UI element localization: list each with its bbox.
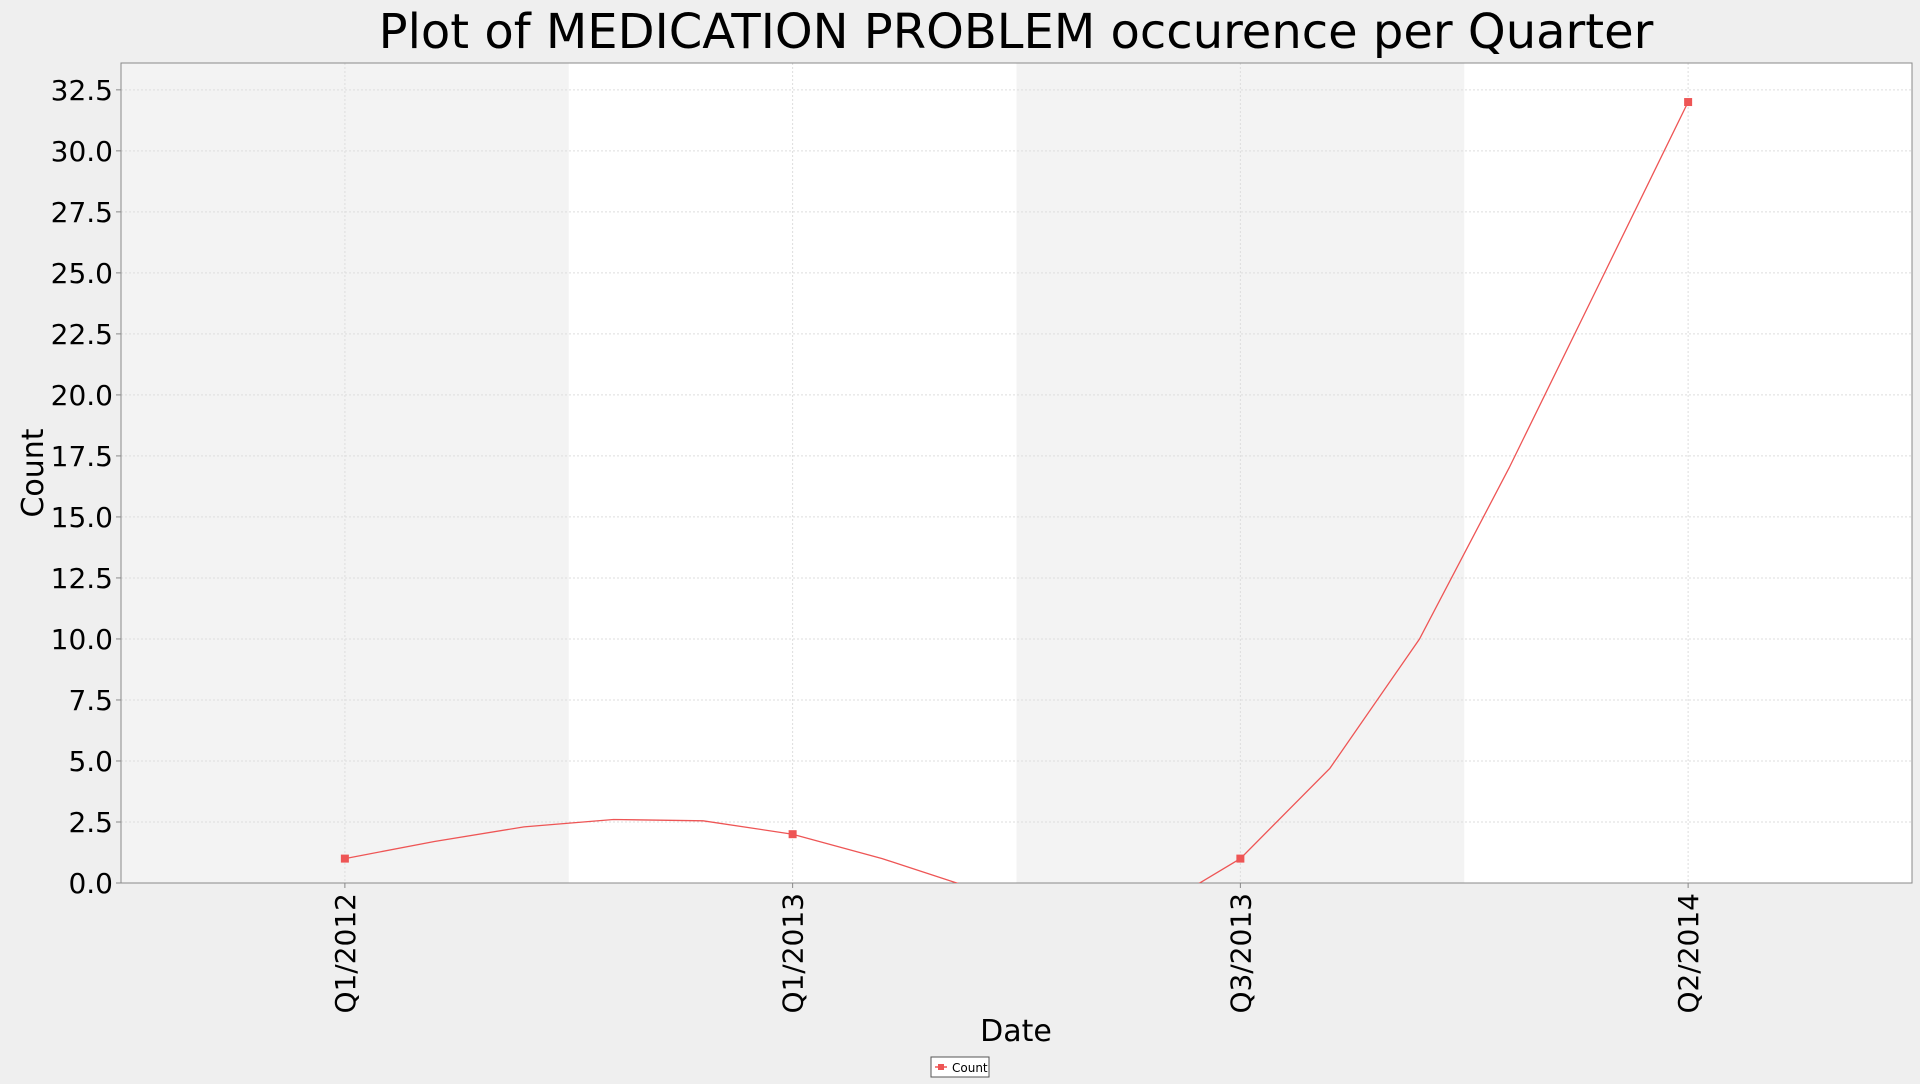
y-tick-label: 17.5 <box>51 440 113 473</box>
data-point-marker <box>788 830 797 839</box>
data-point-marker <box>340 854 349 863</box>
data-point-marker <box>1684 98 1693 107</box>
x-tick-label: Q2/2014 <box>1672 893 1705 1014</box>
y-tick-label: 5.0 <box>68 745 113 778</box>
y-tick-label: 25.0 <box>51 257 113 290</box>
legend-box <box>930 1056 990 1078</box>
y-tick-label: 30.0 <box>51 135 113 168</box>
y-tick-label: 12.5 <box>51 562 113 595</box>
legend-marker-swatch <box>938 1064 944 1070</box>
y-tick-label: 7.5 <box>68 684 113 717</box>
series-line <box>344 101 1689 883</box>
y-axis-label: Count <box>16 428 51 517</box>
legend-label: Count <box>952 1061 988 1075</box>
series-layer <box>340 98 1693 883</box>
plot-frame <box>120 62 1913 884</box>
y-tick-label: 2.5 <box>68 806 113 839</box>
y-tick-label: 10.0 <box>51 623 113 656</box>
y-tick-label: 20.0 <box>51 379 113 412</box>
y-tick-label: 0.0 <box>68 867 113 900</box>
y-tick-label: 32.5 <box>51 74 113 107</box>
gridlines <box>121 63 1912 884</box>
y-tick-label: 22.5 <box>51 318 113 351</box>
x-axis-label: Date <box>980 1014 1052 1049</box>
y-tick-label: 27.5 <box>51 196 113 229</box>
x-tick-label: Q1/2013 <box>777 893 810 1014</box>
data-point-marker <box>1236 854 1245 863</box>
x-tick-label: Q1/2012 <box>329 893 362 1014</box>
x-tick-label: Q3/2013 <box>1224 893 1257 1014</box>
chart-title: Plot of MEDICATION PROBLEM occurence per… <box>379 4 1654 60</box>
legend: Count <box>930 1056 990 1078</box>
y-tick-label: 15.0 <box>51 501 113 534</box>
y-axis-ticks: 0.0 2.5 5.0 7.5 10.0 12.5 15.0 17.5 20.0 22.5 25.0… <box>51 74 121 900</box>
background-bands <box>121 63 1912 883</box>
x-axis-ticks: Q1/2012 Q1/2013 Q3/2013 Q2/2014 <box>329 883 1705 1014</box>
